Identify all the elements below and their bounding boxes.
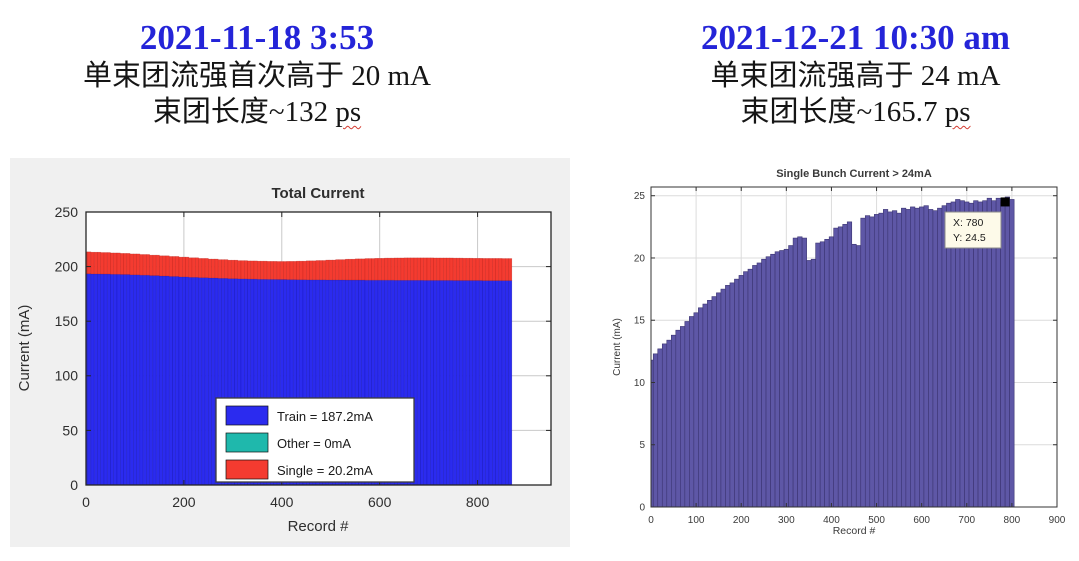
svg-text:800: 800	[466, 494, 490, 510]
svg-text:150: 150	[55, 313, 79, 329]
svg-text:0: 0	[648, 515, 654, 526]
svg-text:Other = 0mA: Other = 0mA	[277, 436, 351, 451]
y-axis-label: Current (mA)	[612, 318, 623, 376]
svg-text:600: 600	[913, 515, 930, 526]
y-tick-labels: 0 50 100 150 200 250	[55, 204, 79, 493]
svg-text:900: 900	[1049, 515, 1066, 526]
datatip-marker	[1000, 197, 1010, 207]
svg-text:0: 0	[82, 494, 90, 510]
svg-text:Y: 24.5: Y: 24.5	[953, 232, 986, 244]
x-tick-labels: 0 100 200 300 400 500 600 700 800 900	[648, 515, 1066, 526]
svg-text:0: 0	[70, 477, 78, 493]
axis-frame	[85, 211, 552, 486]
svg-text:800: 800	[1004, 515, 1021, 526]
svg-text:200: 200	[172, 494, 196, 510]
bars	[86, 251, 513, 485]
x-axis-label: Record #	[833, 525, 876, 537]
bars	[651, 196, 1015, 507]
right-date: 2021-12-21 10:30 am	[700, 18, 1011, 57]
right-figure: 0 100 200 300 400 500 600 700 800 900 0 5 10 15 20 25 Si…	[610, 160, 1070, 550]
svg-text:300: 300	[778, 515, 795, 526]
right-line2: 束团长度~165.7 ps	[628, 94, 1079, 130]
tick-marks	[650, 187, 1058, 508]
left-line2: 束团长度~132 ps	[0, 94, 514, 130]
svg-text:700: 700	[958, 515, 975, 526]
left-figure: 0 200 400 600 800 0 50 100 150 200 250 Total Curren…	[10, 158, 570, 547]
svg-text:200: 200	[55, 259, 79, 275]
chart-title: Single Bunch Current > 24mA	[776, 168, 932, 180]
total-current-chart: 0 200 400 600 800 0 50 100 150 200 250 Total Curren…	[10, 158, 570, 547]
svg-text:Train = 187.2mA: Train = 187.2mA	[277, 409, 373, 424]
chart-title: Total Current	[271, 185, 364, 202]
left-spellcheck-underline: ps	[335, 96, 362, 128]
svg-text:100: 100	[688, 515, 705, 526]
svg-text:20: 20	[634, 253, 646, 264]
x-tick-labels: 0 200 400 600 800	[82, 494, 489, 510]
right-header-textbox[interactable]: 2021-12-21 10:30 am 单束团流强高于 24 mA 束团长度~1…	[628, 18, 1079, 130]
y-axis-label: Current (mA)	[16, 305, 33, 392]
svg-text:5: 5	[639, 440, 645, 451]
svg-text:400: 400	[270, 494, 294, 510]
x-axis-label: Record #	[288, 518, 350, 535]
right-spellcheck-underline: ps	[944, 96, 971, 128]
svg-text:15: 15	[634, 316, 646, 327]
svg-text:100: 100	[55, 368, 79, 384]
svg-text:250: 250	[55, 204, 79, 220]
svg-text:10: 10	[634, 378, 646, 389]
single-bunch-current-chart: 0 100 200 300 400 500 600 700 800 900 0 5 10 15 20 25 Si…	[610, 160, 1070, 550]
right-line1: 单束团流强高于 24 mA	[710, 60, 1001, 92]
left-bunch-length-text: 束团长度~132	[152, 96, 336, 128]
datatip: X: 780 Y: 24.5	[944, 211, 1002, 249]
svg-text:Single = 20.2mA: Single = 20.2mA	[277, 463, 373, 478]
svg-text:0: 0	[639, 503, 645, 514]
right-bunch-length-text: 束团长度~165.7	[740, 96, 945, 128]
svg-text:50: 50	[62, 422, 78, 438]
axis-frame	[650, 186, 1058, 508]
svg-text:200: 200	[733, 515, 750, 526]
left-date: 2021-11-18 3:53	[139, 18, 375, 57]
svg-text:400: 400	[823, 515, 840, 526]
svg-text:25: 25	[634, 191, 646, 202]
left-header-textbox[interactable]: 2021-11-18 3:53 单束团流强首次高于 20 mA 束团长度~132…	[0, 18, 514, 130]
svg-text:500: 500	[868, 515, 885, 526]
legend: Train = 187.2mA Other = 0mA Single = 20.2m…	[215, 397, 415, 483]
left-line1: 单束团流强首次高于 20 mA	[82, 60, 431, 92]
svg-text:600: 600	[368, 494, 392, 510]
svg-text:X: 780: X: 780	[953, 217, 984, 229]
y-tick-labels: 0 5 10 15 20 25	[634, 191, 646, 513]
